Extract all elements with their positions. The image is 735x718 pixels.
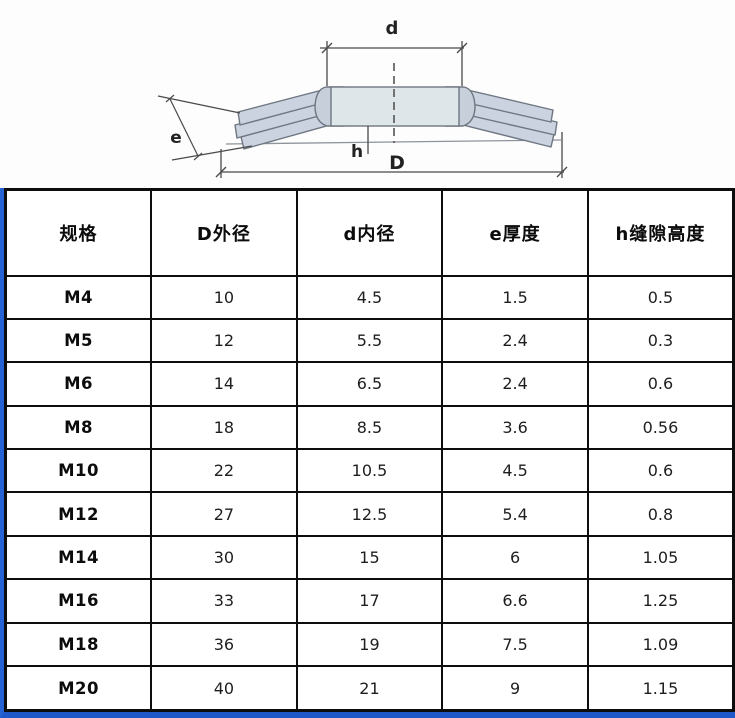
value-cell: 0.8: [586, 491, 735, 537]
value-cell: 1.05: [586, 534, 735, 581]
washer-right-wing: [458, 87, 558, 148]
value-cell: 6.5: [295, 361, 444, 407]
spec-cell: M4: [4, 274, 153, 320]
dim-d: [320, 41, 468, 86]
dim-e: [157, 94, 253, 161]
value-cell: 8.5: [295, 404, 444, 451]
spec-table-frame: 规格 D外径 d内径 e厚度 h缝隙高度 M4 10 4.5 1.5 0.5 M5 12 5.5 2.4…: [0, 188, 735, 718]
column-header-0: 规格: [4, 188, 153, 277]
value-cell: 3.6: [441, 404, 589, 451]
value-cell: 17: [295, 578, 444, 624]
washer-cross-section-diagram: d D h e: [0, 0, 735, 189]
dim-d-tick-right: [456, 42, 468, 54]
dim-e-line: [169, 98, 199, 157]
value-cell: 6.6: [441, 578, 589, 624]
value-cell: 12: [150, 317, 298, 364]
spec-cell: M18: [4, 621, 153, 668]
column-header-1: D外径: [150, 188, 298, 277]
washer-left-wing: [234, 87, 331, 150]
value-cell: 40: [150, 665, 298, 712]
spec-cell: M14: [4, 534, 153, 581]
value-cell: 1.09: [586, 621, 735, 668]
dim-label-e: e: [170, 128, 182, 148]
spec-table: 规格 D外径 d内径 e厚度 h缝隙高度 M4 10 4.5 1.5 0.5 M5 12 5.5 2.4…: [4, 188, 735, 712]
dim-d-tick-left: [321, 42, 333, 54]
spec-cell: M20: [4, 665, 153, 712]
value-cell: 6: [441, 534, 589, 581]
value-cell: 4.5: [441, 448, 589, 494]
spec-table-head: 规格 D外径 d内径 e厚度 h缝隙高度: [4, 188, 735, 277]
value-cell: 36: [150, 621, 298, 668]
value-cell: 2.4: [441, 361, 589, 407]
spec-cell: M6: [4, 361, 153, 407]
value-cell: 14: [150, 361, 298, 407]
dim-D-tick-left: [215, 166, 227, 178]
value-cell: 5.5: [295, 317, 444, 364]
spec-row-M8: M8 18 8.5 3.6 0.56: [4, 404, 735, 451]
spec-row-M18: M18 36 19 7.5 1.09: [4, 621, 735, 668]
spec-row-M12: M12 27 12.5 5.4 0.8: [4, 491, 735, 537]
column-header-4: h缝隙高度: [586, 188, 735, 277]
dim-e-tick-top: [165, 94, 175, 103]
table-body: M4 10 4.5 1.5 0.5 M5 12 5.5 2.4 0.3 M6 14 6.5 2.4 0.6 M…: [4, 274, 735, 712]
spec-row-M20: M20 40 21 9 1.15: [4, 665, 735, 712]
value-cell: 10.5: [295, 448, 444, 494]
value-cell: 33: [150, 578, 298, 624]
header-row: 规格 D外径 d内径 e厚度 h缝隙高度: [4, 188, 735, 277]
value-cell: 9: [441, 665, 589, 712]
value-cell: 4.5: [295, 274, 444, 320]
spec-cell: M8: [4, 404, 153, 451]
dim-e-tick-bottom: [193, 152, 203, 161]
spec-row-M14: M14 30 15 6 1.05: [4, 534, 735, 581]
spec-row-M10: M10 22 10.5 4.5 0.6: [4, 448, 735, 494]
spec-row-M5: M5 12 5.5 2.4 0.3: [4, 317, 735, 364]
spec-cell: M12: [4, 491, 153, 537]
value-cell: 0.6: [586, 361, 735, 407]
dim-label-h: h: [351, 142, 363, 162]
value-cell: 1.5: [441, 274, 589, 320]
dim-e-ext-bottom: [171, 145, 253, 161]
value-cell: 0.3: [586, 317, 735, 364]
spec-row-M6: M6 14 6.5 2.4 0.6: [4, 361, 735, 407]
dim-e-ext-top: [157, 95, 241, 114]
value-cell: 0.6: [586, 448, 735, 494]
dim-label-d: d: [386, 18, 399, 39]
dim-D: [215, 132, 568, 178]
value-cell: 21: [295, 665, 444, 712]
spec-row-M4: M4 10 4.5 1.5 0.5: [4, 274, 735, 320]
value-cell: 0.5: [586, 274, 735, 320]
value-cell: 27: [150, 491, 298, 537]
column-header-2: d内径: [295, 188, 444, 277]
spec-row-M16: M16 33 17 6.6 1.25: [4, 578, 735, 624]
value-cell: 18: [150, 404, 298, 451]
washer-center-section: [330, 86, 460, 127]
value-cell: 7.5: [441, 621, 589, 668]
value-cell: 0.56: [586, 404, 735, 451]
value-cell: 15: [295, 534, 444, 581]
value-cell: 30: [150, 534, 298, 581]
dim-D-tick-right: [556, 166, 568, 178]
value-cell: 2.4: [441, 317, 589, 364]
diagram-svg: d D h e: [157, 18, 568, 178]
value-cell: 22: [150, 448, 298, 494]
value-cell: 1.15: [586, 665, 735, 712]
value-cell: 19: [295, 621, 444, 668]
spec-cell: M10: [4, 448, 153, 494]
value-cell: 12.5: [295, 491, 444, 537]
spec-cell: M5: [4, 317, 153, 364]
value-cell: 1.25: [586, 578, 735, 624]
column-header-3: e厚度: [441, 188, 589, 277]
dim-label-D: D: [389, 152, 405, 174]
value-cell: 5.4: [441, 491, 589, 537]
spec-cell: M16: [4, 578, 153, 624]
value-cell: 10: [150, 274, 298, 320]
